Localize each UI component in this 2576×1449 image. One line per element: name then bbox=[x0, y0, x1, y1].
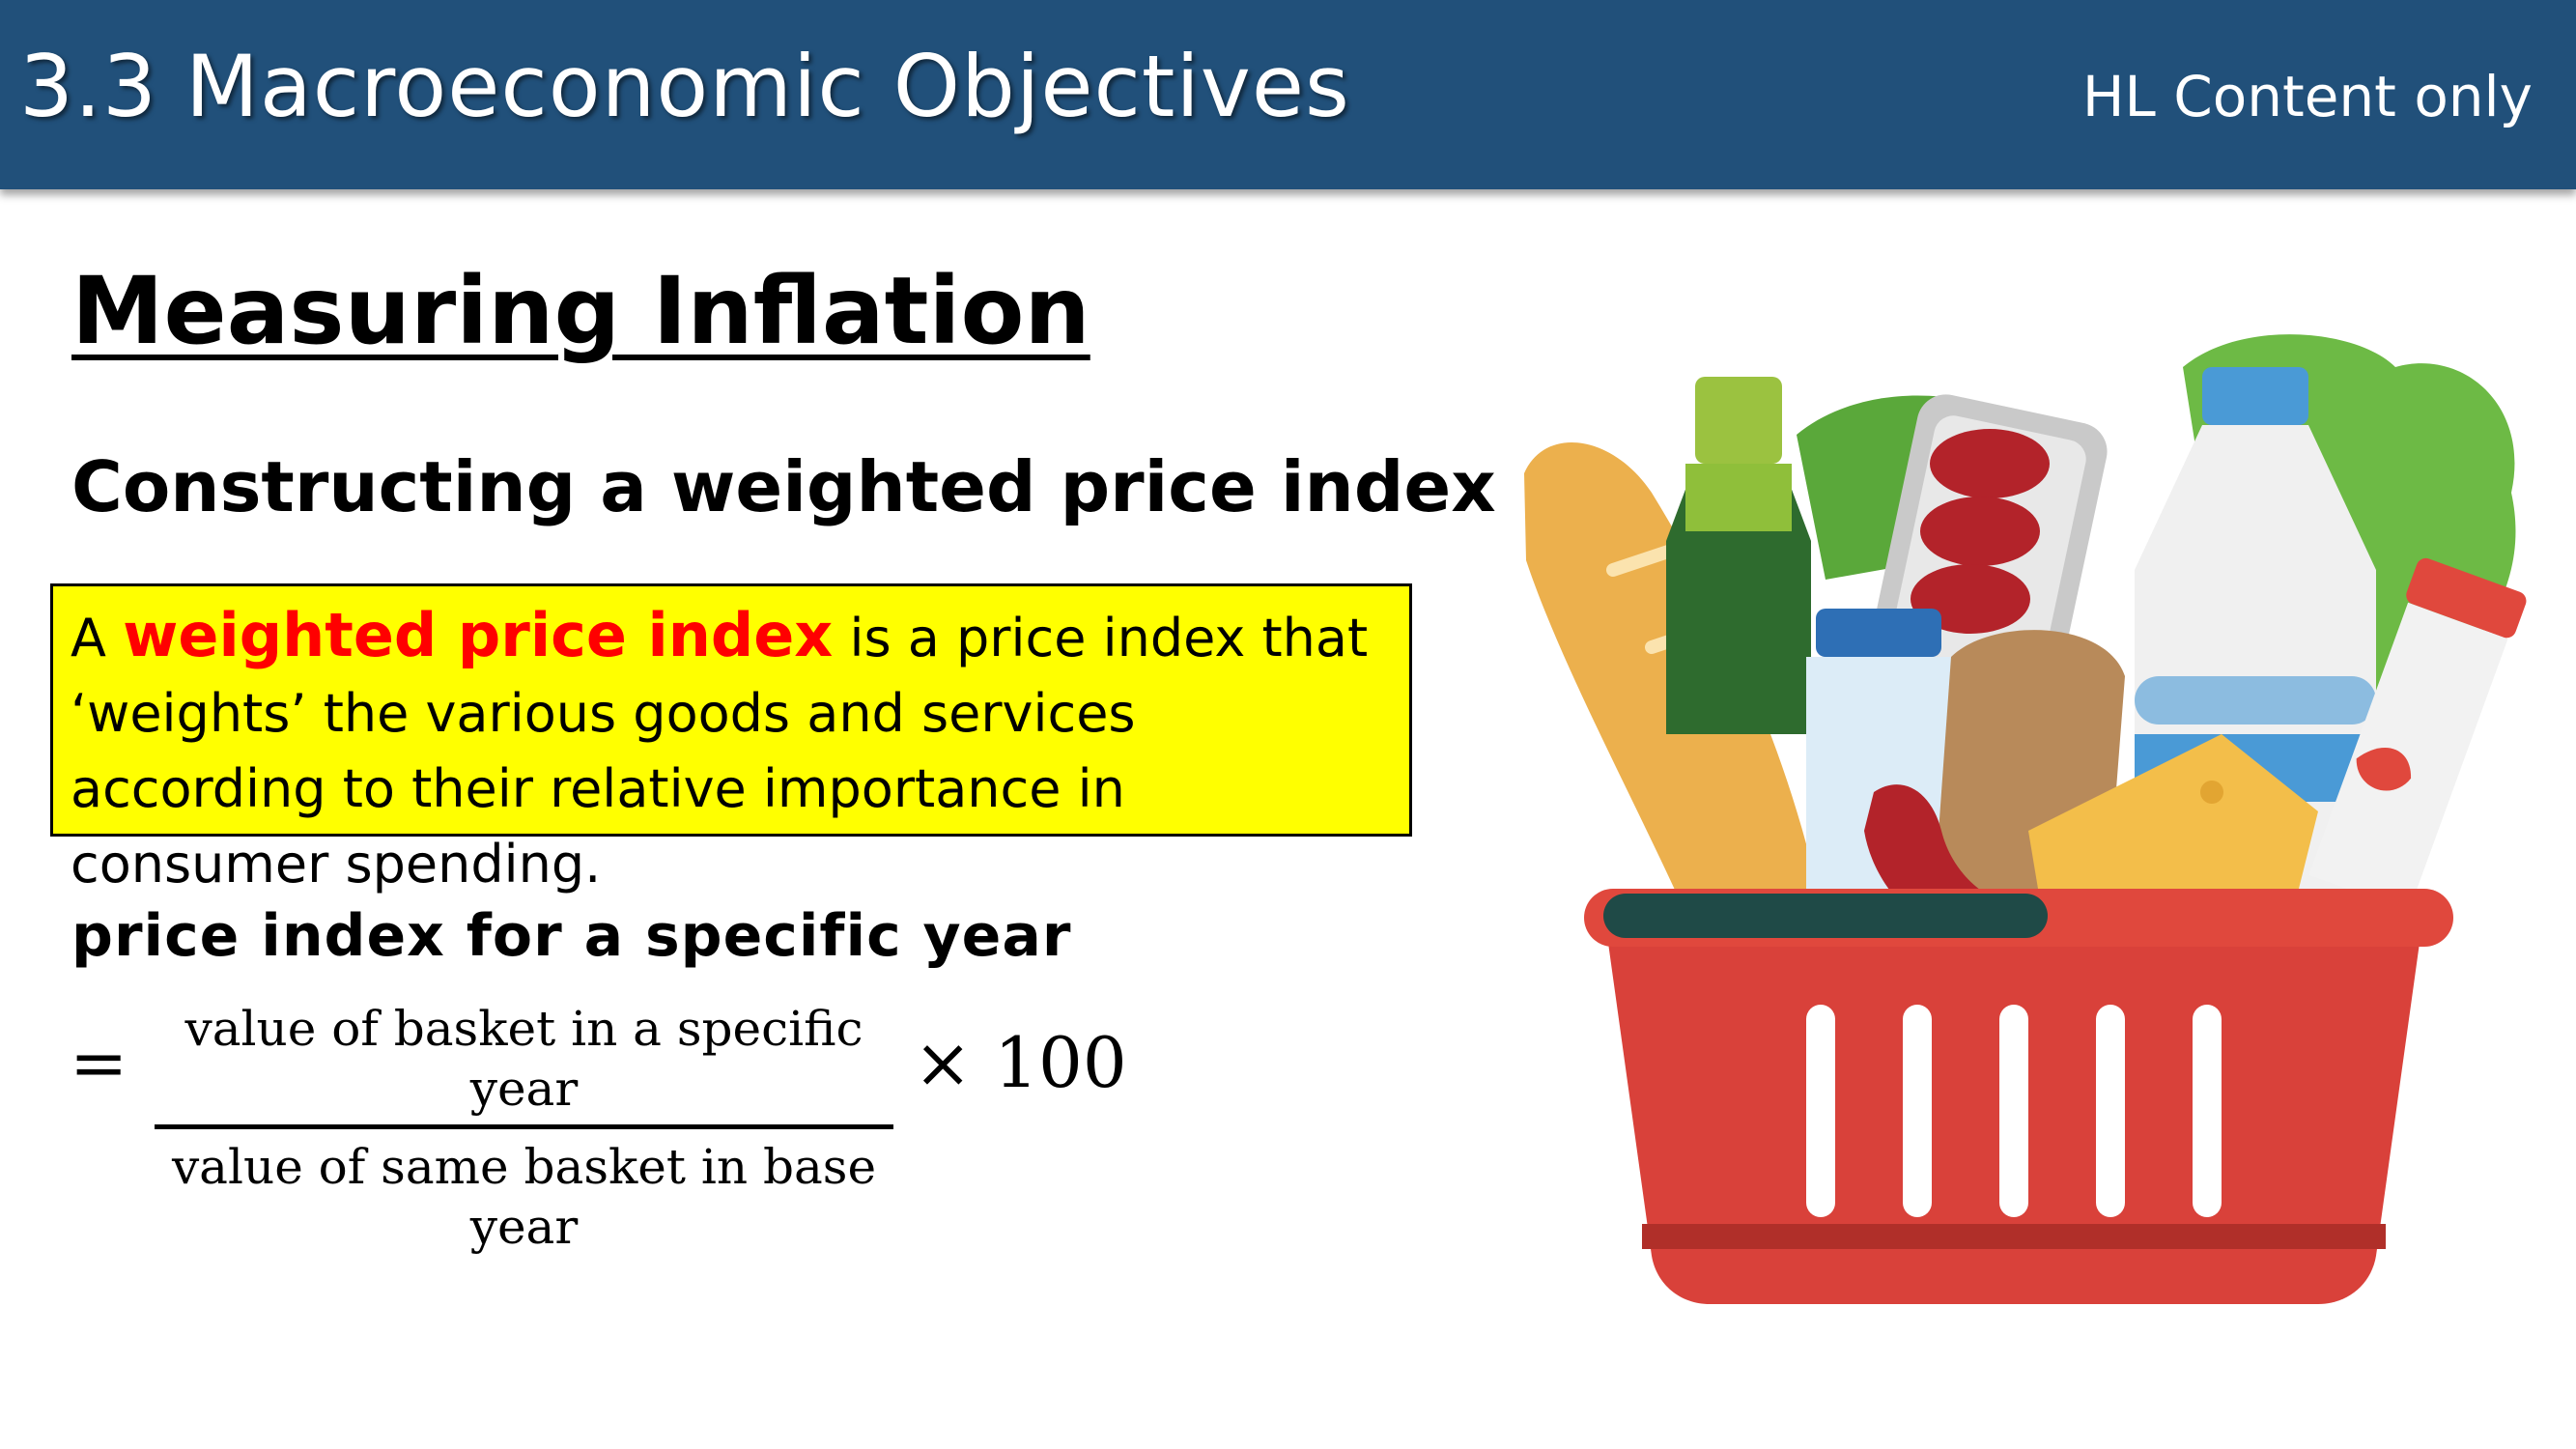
header-note: HL Content only bbox=[2081, 64, 2533, 129]
formula-denominator: value of same basket in base year bbox=[171, 1139, 877, 1255]
page-title: Measuring Inflation bbox=[71, 257, 1090, 365]
formula-label: price index for a specific year bbox=[71, 902, 1072, 970]
fraction-bar bbox=[155, 1124, 893, 1129]
slide-header: 3.3 Macroeconomic Objectives HL Content … bbox=[0, 0, 2576, 189]
formula-equals: = bbox=[70, 1022, 128, 1103]
section-subtitle: Constructing a weighted price index bbox=[71, 446, 1496, 527]
grocery-basket-icon bbox=[1524, 334, 2527, 1304]
header-title: 3.3 Macroeconomic Objectives bbox=[19, 37, 1350, 136]
formula-multiplier: × 100 bbox=[914, 1022, 1127, 1103]
formula-numerator: value of basket in a specific year bbox=[184, 1001, 863, 1117]
definition-prefix: A bbox=[71, 608, 106, 668]
formula-fraction: value of basket in a specific year value… bbox=[155, 999, 893, 1257]
definition-text: is a price index that ‘weights’ the vari… bbox=[71, 608, 1369, 895]
definition-term: weighted price index bbox=[123, 600, 834, 670]
definition-box: A weighted price index is a price index … bbox=[50, 583, 1412, 895]
